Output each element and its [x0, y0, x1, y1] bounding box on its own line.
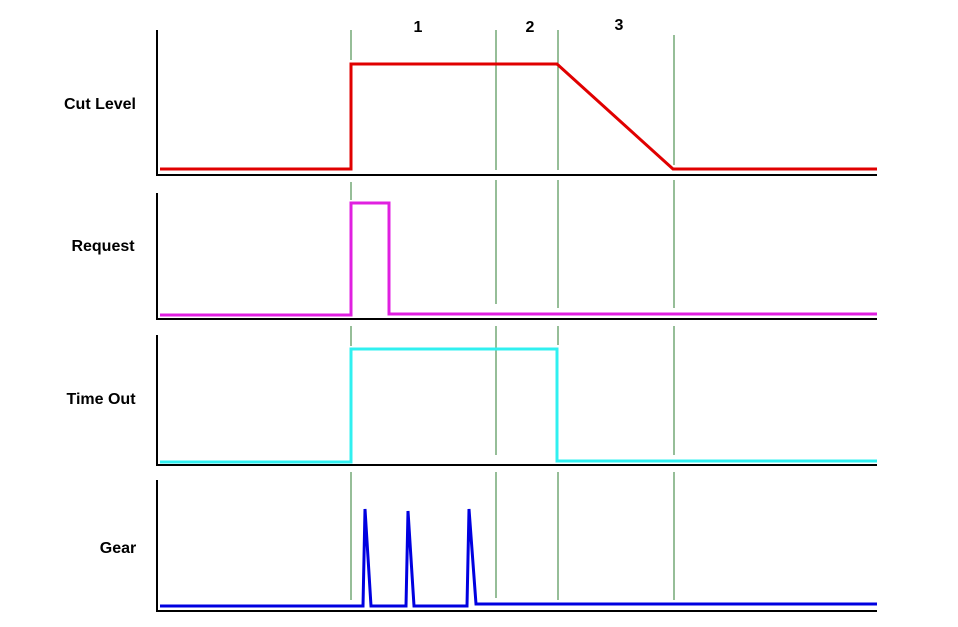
waveform	[160, 201, 877, 317]
phase-label: 3	[615, 17, 624, 34]
cut-level-panel: Cut Level	[64, 30, 877, 176]
axis	[156, 30, 877, 176]
axis	[156, 335, 877, 466]
waveform	[160, 62, 877, 171]
time-out-panel: Time Out	[66, 335, 877, 466]
request-panel: Request	[71, 193, 877, 320]
axis	[156, 480, 877, 612]
signal-label: Cut Level	[64, 96, 136, 113]
signal-label: Gear	[100, 540, 136, 557]
phase-markers	[350, 30, 675, 600]
waveform	[160, 347, 877, 464]
signal-label: Request	[71, 238, 135, 255]
waveform	[160, 508, 877, 608]
gear-panel: Gear	[100, 480, 877, 612]
axis	[156, 193, 877, 320]
phase-label: 2	[526, 19, 535, 36]
phase-label: 1	[414, 19, 423, 36]
signal-label: Time Out	[66, 391, 136, 408]
